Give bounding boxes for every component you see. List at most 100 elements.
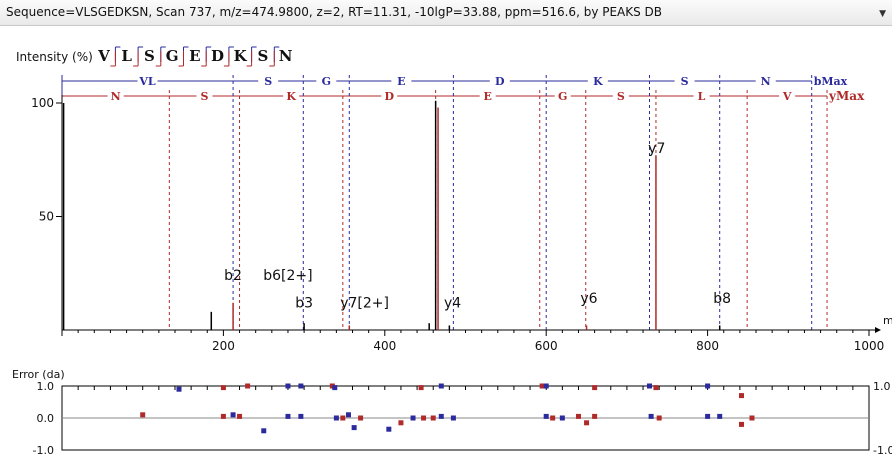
peak-annotation: b2 xyxy=(224,268,242,284)
error-tick-label-right: 1.0 xyxy=(873,380,891,393)
spectrum-title: Sequence=VLSGEDKSN, Scan 737, m/z=474.98… xyxy=(6,5,663,19)
error-point xyxy=(543,383,549,389)
error-point xyxy=(345,412,351,418)
error-point xyxy=(285,383,291,389)
error-point xyxy=(438,383,444,389)
error-point xyxy=(438,413,444,419)
error-point xyxy=(261,428,267,434)
error-point xyxy=(386,426,392,432)
error-point xyxy=(575,413,581,419)
error-point xyxy=(738,421,744,427)
error-point xyxy=(656,415,662,421)
y-ion-label: K xyxy=(286,90,296,103)
error-point xyxy=(592,413,598,419)
y-ion-label: N xyxy=(111,90,121,103)
peak-annotation: y7 xyxy=(648,141,665,157)
error-point xyxy=(592,385,598,391)
b-ion-label: N xyxy=(761,75,771,88)
error-point xyxy=(298,413,304,419)
error-point xyxy=(230,412,236,418)
intensity-axis-label: Intensity (%) xyxy=(16,50,93,64)
y-ion-label: V xyxy=(782,90,792,103)
error-point xyxy=(749,415,755,421)
error-point xyxy=(333,415,339,421)
error-point xyxy=(646,383,652,389)
b-label-bg xyxy=(674,74,695,86)
b-ion-label: D xyxy=(495,75,505,88)
x-tick-label: 400 xyxy=(373,339,396,353)
y-label-bg xyxy=(612,89,629,101)
b-label-bg xyxy=(587,74,608,86)
peak-annotation: y6 xyxy=(580,291,597,307)
error-point xyxy=(351,425,357,431)
y-ion-label: S xyxy=(200,90,208,103)
error-point xyxy=(358,415,364,421)
error-point xyxy=(418,385,424,391)
b-label-bg xyxy=(137,74,158,86)
error-tick-label-left: 1.0 xyxy=(37,380,55,393)
x-axis-label: m/z xyxy=(883,314,892,327)
y-ion-label: G xyxy=(558,90,567,103)
y-label-bg xyxy=(479,89,496,101)
x-tick-label: 600 xyxy=(535,339,558,353)
peak-annotation: y7[2+] xyxy=(340,295,389,311)
chevron-down-icon[interactable]: ▼ xyxy=(879,9,886,19)
error-point xyxy=(705,383,711,389)
error-point xyxy=(539,383,545,389)
peak-annotation: b6[2+] xyxy=(263,268,312,284)
y-max-label: yMax xyxy=(828,89,865,103)
error-point xyxy=(738,393,744,399)
error-point xyxy=(421,415,427,421)
b-label-bg xyxy=(391,74,412,86)
x-axis-arrow xyxy=(875,327,881,333)
peak-annotation: b8 xyxy=(713,291,731,307)
error-point xyxy=(550,415,556,421)
error-point xyxy=(398,420,404,426)
error-tick-label-right: -1.0 xyxy=(873,444,892,457)
b-ion-label: S xyxy=(264,75,272,88)
y-tick-label: 50 xyxy=(39,210,54,224)
y-label-bg xyxy=(554,89,571,101)
error-point xyxy=(543,413,549,419)
b-ion-label: G xyxy=(322,75,331,88)
error-point xyxy=(717,413,723,419)
x-tick-label: 800 xyxy=(696,339,719,353)
y-label-bg xyxy=(107,89,124,101)
y-label-bg xyxy=(381,89,398,101)
y-label-bg xyxy=(779,89,796,101)
residue-5: E xyxy=(189,47,200,65)
residue-1: V xyxy=(97,47,110,65)
b-ion-label: VL xyxy=(138,75,156,88)
b-ion-label: E xyxy=(397,75,405,88)
error-point xyxy=(340,415,346,421)
error-point xyxy=(298,383,304,389)
b-ion-label: S xyxy=(681,75,689,88)
y-label-bg xyxy=(693,89,710,101)
error-point xyxy=(220,413,226,419)
b-ion-label: K xyxy=(593,75,603,88)
residue-3: S xyxy=(144,47,155,65)
error-point xyxy=(705,413,711,419)
sequence-header: Intensity (%) V L S G E D K S N xyxy=(16,46,293,67)
error-point xyxy=(648,413,654,419)
b-label-bg xyxy=(316,74,337,86)
residue-6: D xyxy=(211,47,224,65)
y-ion-label: E xyxy=(483,90,491,103)
b-max-label: bMax xyxy=(814,75,848,88)
residue-2: L xyxy=(121,47,132,65)
y-ion-label: S xyxy=(617,90,625,103)
residue-8: S xyxy=(257,47,268,65)
y-label-bg xyxy=(283,89,300,101)
error-axis-label: Error (da) xyxy=(12,368,65,381)
spectrum-plot: m/z 200 400 600 800 1000 50 100 b2 b6[2+] b3 y7[2+]… xyxy=(31,95,892,353)
error-tick-label-left: 0.0 xyxy=(37,412,55,425)
y-ion-label: L xyxy=(698,90,706,103)
spectrum-chart: Intensity (%) V L S G E D K S N VL S G E D K S NN S K D E G S L… xyxy=(12,46,892,457)
error-point xyxy=(220,385,226,391)
error-point xyxy=(140,412,146,418)
error-point xyxy=(410,415,416,421)
error-point xyxy=(559,415,565,421)
error-point xyxy=(285,413,291,419)
error-point xyxy=(332,385,338,391)
